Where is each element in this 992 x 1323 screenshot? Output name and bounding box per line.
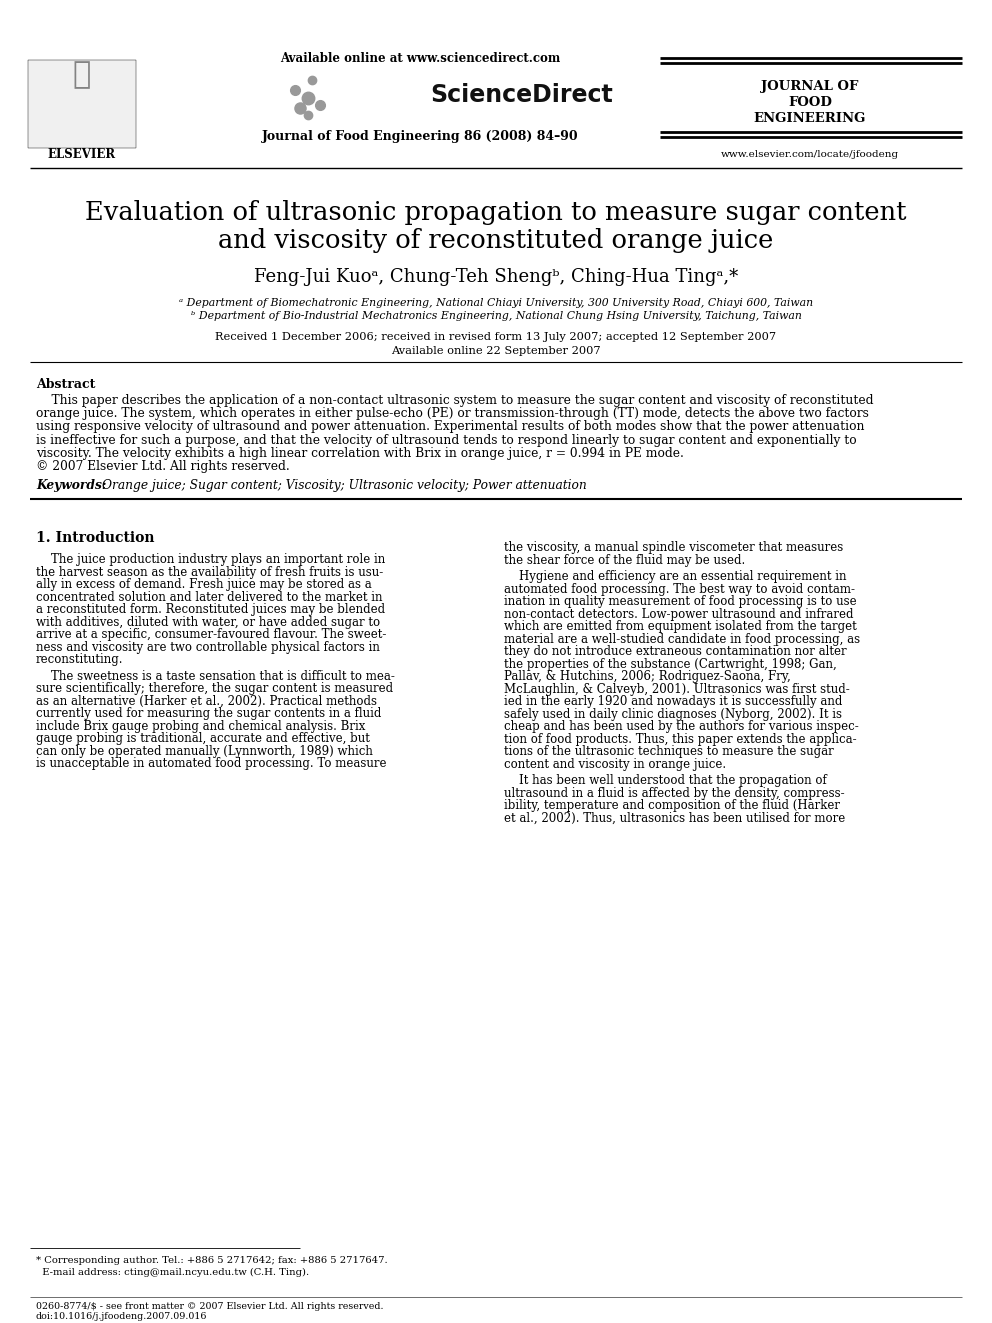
Text: et al., 2002). Thus, ultrasonics has been utilised for more: et al., 2002). Thus, ultrasonics has bee… (504, 812, 845, 824)
Text: Abstract: Abstract (36, 378, 95, 392)
Text: ScienceDirect: ScienceDirect (430, 83, 613, 107)
Text: ination in quality measurement of food processing is to use: ination in quality measurement of food p… (504, 595, 857, 609)
Text: include Brix gauge probing and chemical analysis. Brix: include Brix gauge probing and chemical … (36, 720, 365, 733)
Text: can only be operated manually (Lynnworth, 1989) which: can only be operated manually (Lynnworth… (36, 745, 373, 758)
Text: the harvest season as the availability of fresh fruits is usu-: the harvest season as the availability o… (36, 566, 383, 578)
Text: Keywords:: Keywords: (36, 479, 106, 492)
Text: currently used for measuring the sugar contents in a fluid: currently used for measuring the sugar c… (36, 708, 381, 720)
Text: ᵇ Department of Bio-Industrial Mechatronics Engineering, National Chung Hsing Un: ᵇ Department of Bio-Industrial Mechatron… (190, 311, 802, 321)
Text: Feng-Jui Kuoᵃ, Chung-Teh Shengᵇ, Ching-Hua Tingᵃ,*: Feng-Jui Kuoᵃ, Chung-Teh Shengᵇ, Ching-H… (254, 269, 738, 286)
Text: The sweetness is a taste sensation that is difficult to mea-: The sweetness is a taste sensation that … (36, 669, 395, 683)
Text: the properties of the substance (Cartwright, 1998; Gan,: the properties of the substance (Cartwri… (504, 658, 836, 671)
Text: gauge probing is traditional, accurate and effective, but: gauge probing is traditional, accurate a… (36, 732, 370, 745)
Text: Available online at www.sciencedirect.com: Available online at www.sciencedirect.co… (280, 52, 560, 65)
Text: This paper describes the application of a non-contact ultrasonic system to measu: This paper describes the application of … (36, 394, 874, 407)
Text: ibility, temperature and composition of the fluid (Harker: ibility, temperature and composition of … (504, 799, 840, 812)
Text: McLaughlin, & Calveyb, 2001). Ultrasonics was first stud-: McLaughlin, & Calveyb, 2001). Ultrasonic… (504, 683, 850, 696)
Text: tions of the ultrasonic techniques to measure the sugar: tions of the ultrasonic techniques to me… (504, 745, 833, 758)
Text: Hygiene and efficiency are an essential requirement in: Hygiene and efficiency are an essential … (504, 570, 846, 583)
Text: reconstituting.: reconstituting. (36, 654, 123, 667)
Text: ELSEVIER: ELSEVIER (48, 148, 116, 161)
Text: safely used in daily clinic diagnoses (Nyborg, 2002). It is: safely used in daily clinic diagnoses (N… (504, 708, 842, 721)
Text: Received 1 December 2006; received in revised form 13 July 2007; accepted 12 Sep: Received 1 December 2006; received in re… (215, 332, 777, 343)
Text: sure scientifically; therefore, the sugar content is measured: sure scientifically; therefore, the suga… (36, 683, 393, 695)
Text: viscosity. The velocity exhibits a high linear correlation with Brix in orange j: viscosity. The velocity exhibits a high … (36, 447, 683, 460)
Text: using responsive velocity of ultrasound and power attenuation. Experimental resu: using responsive velocity of ultrasound … (36, 421, 864, 434)
Text: ᵃ Department of Biomechatronic Engineering, National Chiayi University, 300 Univ: ᵃ Department of Biomechatronic Engineeri… (179, 298, 813, 308)
Text: ENGINEERING: ENGINEERING (754, 112, 866, 124)
Text: arrive at a specific, consumer-favoured flavour. The sweet-: arrive at a specific, consumer-favoured … (36, 628, 386, 642)
Text: is ineffective for such a purpose, and that the velocity of ultrasound tends to : is ineffective for such a purpose, and t… (36, 434, 857, 447)
Text: E-mail address: cting@mail.ncyu.edu.tw (C.H. Ting).: E-mail address: cting@mail.ncyu.edu.tw (… (36, 1267, 310, 1277)
Text: It has been well understood that the propagation of: It has been well understood that the pro… (504, 774, 826, 787)
Text: orange juice. The system, which operates in either pulse-echo (PE) or transmissi: orange juice. The system, which operates… (36, 407, 869, 421)
Text: ally in excess of demand. Fresh juice may be stored as a: ally in excess of demand. Fresh juice ma… (36, 578, 372, 591)
Text: © 2007 Elsevier Ltd. All rights reserved.: © 2007 Elsevier Ltd. All rights reserved… (36, 460, 290, 474)
Text: doi:10.1016/j.jfoodeng.2007.09.016: doi:10.1016/j.jfoodeng.2007.09.016 (36, 1312, 207, 1320)
Text: a reconstituted form. Reconstituted juices may be blended: a reconstituted form. Reconstituted juic… (36, 603, 385, 617)
Text: and viscosity of reconstituted orange juice: and viscosity of reconstituted orange ju… (218, 228, 774, 253)
Text: automated food processing. The best way to avoid contam-: automated food processing. The best way … (504, 582, 855, 595)
Text: ness and viscosity are two controllable physical factors in: ness and viscosity are two controllable … (36, 640, 380, 654)
Text: www.elsevier.com/locate/jfoodeng: www.elsevier.com/locate/jfoodeng (721, 149, 899, 159)
Text: 1. Introduction: 1. Introduction (36, 532, 155, 545)
Text: 🌲: 🌲 (72, 61, 91, 90)
Text: which are emitted from equipment isolated from the target: which are emitted from equipment isolate… (504, 620, 857, 634)
Text: ultrasound in a fluid is affected by the density, compress-: ultrasound in a fluid is affected by the… (504, 787, 844, 799)
Text: Evaluation of ultrasonic propagation to measure sugar content: Evaluation of ultrasonic propagation to … (85, 200, 907, 225)
Text: cheap and has been used by the authors for various inspec-: cheap and has been used by the authors f… (504, 720, 859, 733)
Bar (28, 60, 136, 148)
Text: Available online 22 September 2007: Available online 22 September 2007 (391, 347, 601, 356)
Text: with additives, diluted with water, or have added sugar to: with additives, diluted with water, or h… (36, 615, 380, 628)
Text: The juice production industry plays an important role in: The juice production industry plays an i… (36, 553, 385, 566)
Text: as an alternative (Harker et al., 2002). Practical methods: as an alternative (Harker et al., 2002).… (36, 695, 377, 708)
Text: they do not introduce extraneous contamination nor alter: they do not introduce extraneous contami… (504, 646, 846, 659)
Text: is unacceptable in automated food processing. To measure: is unacceptable in automated food proces… (36, 757, 387, 770)
Text: tion of food products. Thus, this paper extends the applica-: tion of food products. Thus, this paper … (504, 733, 857, 746)
Text: JOURNAL OF: JOURNAL OF (761, 79, 859, 93)
Text: material are a well-studied candidate in food processing, as: material are a well-studied candidate in… (504, 632, 860, 646)
Text: content and viscosity in orange juice.: content and viscosity in orange juice. (504, 758, 726, 771)
Text: Journal of Food Engineering 86 (2008) 84–90: Journal of Food Engineering 86 (2008) 84… (262, 130, 578, 143)
Text: Pallav, & Hutchins, 2006; Rodriguez-Saona, Fry,: Pallav, & Hutchins, 2006; Rodriguez-Saon… (504, 671, 791, 683)
Text: * Corresponding author. Tel.: +886 5 2717642; fax: +886 5 2717647.: * Corresponding author. Tel.: +886 5 271… (36, 1256, 388, 1265)
Text: ied in the early 1920 and nowadays it is successfully and: ied in the early 1920 and nowadays it is… (504, 695, 842, 708)
Text: the shear force of the fluid may be used.: the shear force of the fluid may be used… (504, 554, 745, 566)
Text: FOOD: FOOD (788, 97, 832, 108)
Text: non-contact detectors. Low-power ultrasound and infrared: non-contact detectors. Low-power ultraso… (504, 607, 853, 620)
Text: Orange juice; Sugar content; Viscosity; Ultrasonic velocity; Power attenuation: Orange juice; Sugar content; Viscosity; … (102, 479, 586, 492)
Text: 0260-8774/$ - see front matter © 2007 Elsevier Ltd. All rights reserved.: 0260-8774/$ - see front matter © 2007 El… (36, 1302, 384, 1311)
Text: the viscosity, a manual spindle viscometer that measures: the viscosity, a manual spindle viscomet… (504, 541, 843, 554)
Text: concentrated solution and later delivered to the market in: concentrated solution and later delivere… (36, 590, 383, 603)
